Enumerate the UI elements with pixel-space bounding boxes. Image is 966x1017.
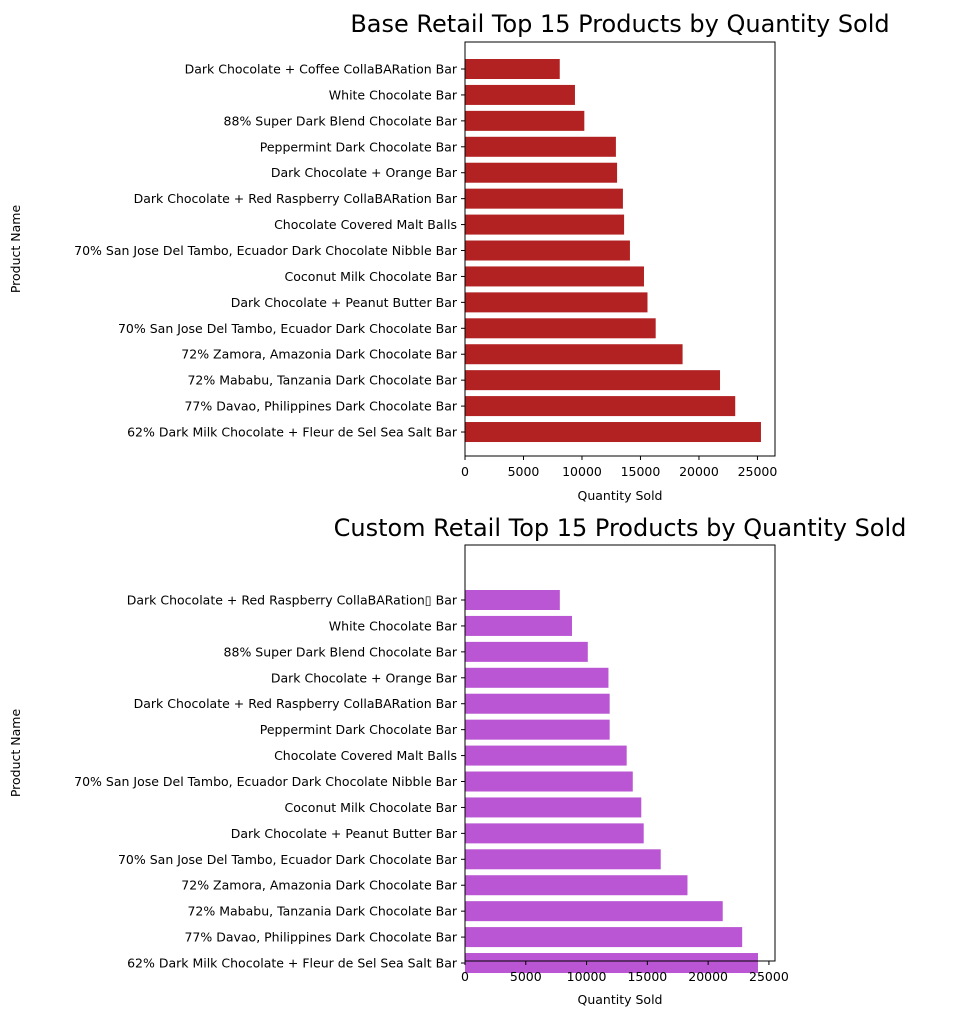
- bar: [465, 422, 761, 443]
- x-tick-label: 5000: [510, 969, 542, 984]
- y-axis-label: Product Name: [8, 709, 23, 798]
- y-tick-label: Dark Chocolate + Red Raspberry CollaBARa…: [134, 191, 458, 206]
- y-tick-label: White Chocolate Bar: [329, 618, 458, 633]
- bar: [465, 693, 610, 714]
- bar: [465, 84, 575, 105]
- bar: [465, 797, 642, 818]
- y-tick-label: White Chocolate Bar: [329, 87, 458, 102]
- bar: [465, 240, 630, 261]
- chart-title: Custom Retail Top 15 Products by Quantit…: [334, 514, 907, 542]
- x-tick-label: 10000: [567, 969, 607, 984]
- y-tick-label: Dark Chocolate + Red Raspberry CollaBARa…: [134, 696, 458, 711]
- y-tick-label: 88% Super Dark Blend Chocolate Bar: [224, 644, 458, 659]
- bar: [465, 641, 588, 662]
- y-tick-label: Chocolate Covered Malt Balls: [274, 217, 457, 232]
- plot-frame: [464, 544, 776, 962]
- y-axis-label: Product Name: [8, 205, 23, 294]
- bar: [465, 901, 723, 922]
- y-tick-label: 62% Dark Milk Chocolate + Fleur de Sel S…: [127, 956, 458, 971]
- x-tick-label: 20000: [679, 464, 719, 479]
- x-tick-label: 25000: [738, 464, 778, 479]
- y-tick-label: Dark Chocolate + Red Raspberry CollaBARa…: [127, 593, 458, 608]
- bar: [465, 849, 661, 870]
- bar: [465, 136, 616, 157]
- bar: [465, 927, 743, 948]
- y-tick-label: 70% San Jose Del Tambo, Ecuador Dark Cho…: [118, 321, 458, 336]
- bar: [465, 590, 560, 610]
- y-tick-label: Dark Chocolate + Coffee CollaBARation Ba…: [185, 62, 458, 77]
- bar: [465, 771, 633, 792]
- y-tick-label: 72% Zamora, Amazonia Dark Chocolate Bar: [181, 347, 458, 362]
- x-axis-label: Quantity Sold: [578, 488, 663, 503]
- bar: [465, 719, 610, 740]
- x-tick-label: 15000: [627, 969, 667, 984]
- bar: [465, 318, 656, 339]
- y-tick-label: 62% Dark Milk Chocolate + Fleur de Sel S…: [127, 425, 458, 440]
- y-tick-label: 72% Mababu, Tanzania Dark Chocolate Bar: [187, 904, 457, 919]
- bar: [465, 953, 758, 974]
- bar: [465, 370, 721, 391]
- bar: [465, 110, 585, 131]
- y-tick-label: 77% Davao, Philippines Dark Chocolate Ba…: [184, 930, 457, 945]
- bar: [465, 266, 644, 287]
- y-tick-label: 77% Davao, Philippines Dark Chocolate Ba…: [184, 399, 457, 414]
- y-tick-label: Peppermint Dark Chocolate Bar: [260, 722, 458, 737]
- x-tick-label: 20000: [688, 969, 728, 984]
- x-tick-label: 5000: [508, 464, 540, 479]
- y-tick-label: Dark Chocolate + Orange Bar: [271, 165, 458, 180]
- y-tick-label: Dark Chocolate + Peanut Butter Bar: [231, 295, 458, 310]
- bar: [465, 214, 625, 235]
- x-tick-label: 10000: [562, 464, 602, 479]
- x-tick-label: 0: [461, 969, 469, 984]
- bar: [465, 396, 736, 417]
- bar: [465, 162, 618, 183]
- bar: [465, 745, 627, 766]
- bar: [465, 292, 648, 313]
- plot-frame: [464, 41, 776, 457]
- y-tick-label: Coconut Milk Chocolate Bar: [285, 800, 458, 815]
- y-tick-label: 70% San Jose Del Tambo, Ecuador Dark Cho…: [74, 774, 458, 789]
- y-tick-label: 70% San Jose Del Tambo, Ecuador Dark Cho…: [74, 243, 458, 258]
- bar: [465, 344, 683, 365]
- bar: [465, 59, 560, 79]
- bar: [465, 188, 623, 209]
- y-tick-label: 70% San Jose Del Tambo, Ecuador Dark Cho…: [118, 852, 458, 867]
- x-axis-label: Quantity Sold: [578, 992, 663, 1007]
- y-tick-label: 88% Super Dark Blend Chocolate Bar: [224, 113, 458, 128]
- x-tick-label: 0: [461, 464, 469, 479]
- x-tick-label: 15000: [621, 464, 661, 479]
- bar: [465, 875, 688, 896]
- bar: [465, 667, 609, 688]
- y-tick-label: 72% Zamora, Amazonia Dark Chocolate Bar: [181, 878, 458, 893]
- y-tick-label: 72% Mababu, Tanzania Dark Chocolate Bar: [187, 373, 457, 388]
- bar: [465, 615, 572, 636]
- y-tick-label: Dark Chocolate + Peanut Butter Bar: [231, 826, 458, 841]
- y-tick-label: Chocolate Covered Malt Balls: [274, 748, 457, 763]
- bar: [465, 823, 644, 844]
- y-tick-label: Coconut Milk Chocolate Bar: [285, 269, 458, 284]
- y-tick-label: Dark Chocolate + Orange Bar: [271, 670, 458, 685]
- x-tick-label: 25000: [749, 969, 789, 984]
- chart-title: Base Retail Top 15 Products by Quantity …: [350, 10, 889, 38]
- y-tick-label: Peppermint Dark Chocolate Bar: [260, 139, 458, 154]
